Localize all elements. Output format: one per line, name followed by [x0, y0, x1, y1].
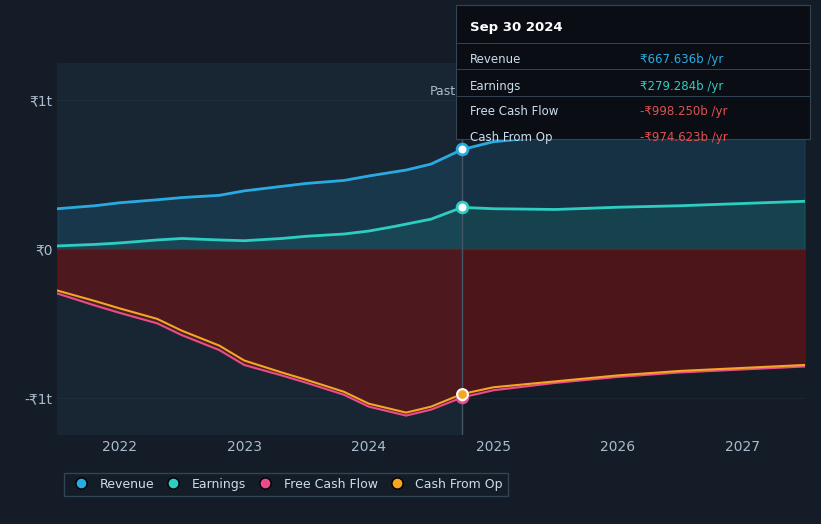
Text: Earnings: Earnings	[470, 80, 521, 93]
Text: Revenue: Revenue	[470, 53, 521, 67]
Text: Sep 30 2024: Sep 30 2024	[470, 21, 562, 34]
Text: Cash From Op: Cash From Op	[470, 131, 553, 144]
Bar	[57, 63, 462, 435]
Text: -₹974.623b /yr: -₹974.623b /yr	[640, 131, 728, 144]
Text: ₹279.284b /yr: ₹279.284b /yr	[640, 80, 723, 93]
Legend: Revenue, Earnings, Free Cash Flow, Cash From Op: Revenue, Earnings, Free Cash Flow, Cash …	[64, 473, 508, 496]
Text: Analysts Forecasts: Analysts Forecasts	[468, 85, 585, 98]
Text: Free Cash Flow: Free Cash Flow	[470, 105, 558, 118]
Text: -₹998.250b /yr: -₹998.250b /yr	[640, 105, 727, 118]
Text: ₹667.636b /yr: ₹667.636b /yr	[640, 53, 723, 67]
Point	[456, 393, 469, 401]
Point	[456, 203, 469, 212]
Point	[456, 145, 469, 154]
Point	[456, 390, 469, 398]
Text: Past: Past	[430, 85, 456, 98]
